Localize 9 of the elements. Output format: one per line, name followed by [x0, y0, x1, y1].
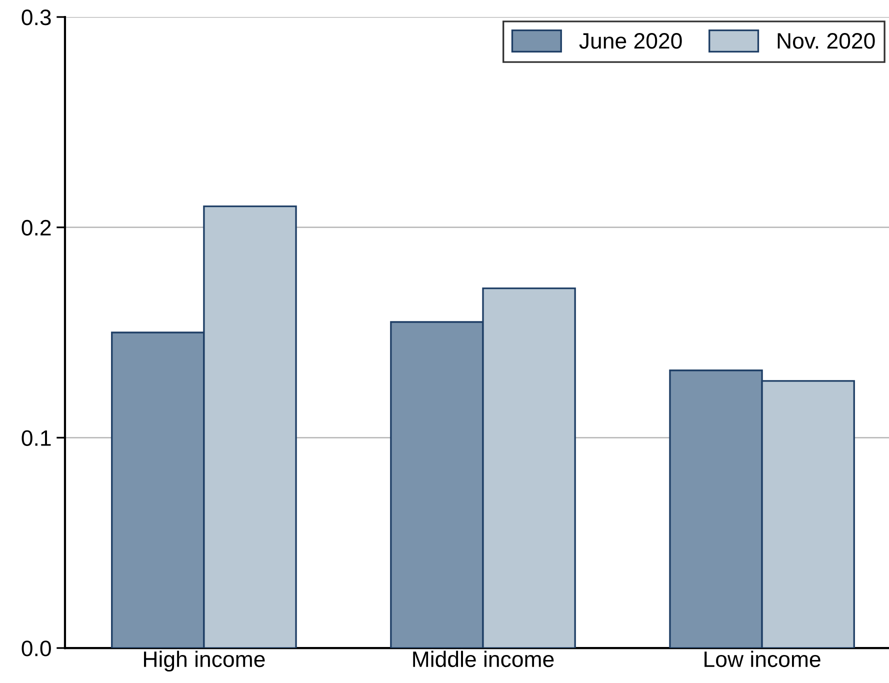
- x-tick-label: High income: [144, 650, 265, 672]
- x-tick-label: Middle income: [413, 650, 554, 668]
- y-tick-label: 0.3: [22, 10, 51, 26]
- y-tick-label: 0.2: [22, 220, 51, 236]
- legend-label: Nov. 2020: [778, 33, 875, 49]
- legend-label: June 2020: [579, 33, 682, 49]
- x-tick-label: Low income: [704, 650, 820, 668]
- y-tick-label: 0.1: [22, 430, 51, 446]
- y-tick-label: 0.0: [22, 640, 51, 656]
